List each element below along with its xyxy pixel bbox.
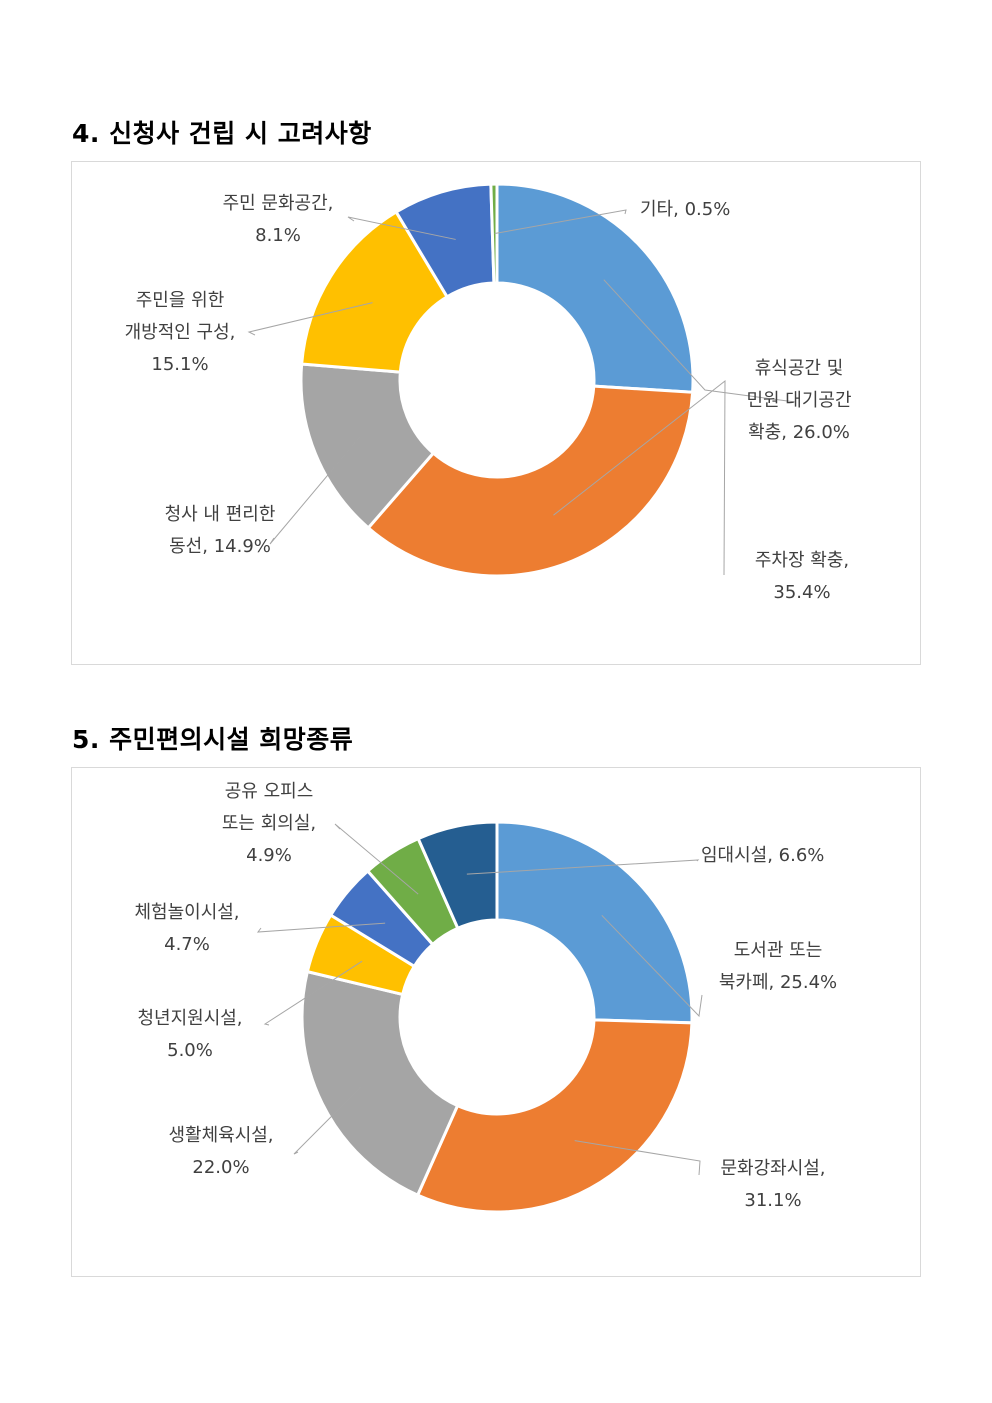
section-5-heading: 5. 주민편의시설 희망종류: [72, 725, 354, 754]
chart-1-slice-6: [489, 182, 499, 285]
chart-1-leader-1: [603, 279, 796, 403]
chart-1-label-2: 주차장 확충, 35.4%: [755, 550, 849, 603]
chart-2-label-4-line-2: 5.0%: [167, 1040, 213, 1061]
chart-2-label-7-line-1: 임대시설, 6.6%: [701, 845, 824, 866]
chart-1-label-6: 기타, 0.5%: [640, 199, 730, 220]
chart-2-label-6-line-1: 공유 오피스: [225, 781, 314, 802]
chart-2-label-7: 임대시설, 6.6%: [701, 845, 824, 866]
chart-2-label-2: 문화강좌시설, 31.1%: [720, 1158, 825, 1211]
chart-1-label-4-line-1: 주민을 위한: [136, 290, 225, 311]
chart-1-label-1-line-1: 휴식공간 및: [755, 358, 844, 379]
chart-2-label-4: 청년지원시설, 5.0%: [137, 1008, 242, 1061]
chart-1-label-3-line-1: 청사 내 편리한: [165, 504, 276, 525]
chart-1-leader-5: [347, 216, 456, 240]
chart-1-label-6-line-1: 기타, 0.5%: [640, 199, 730, 220]
chart-2-label-2-line-1: 문화강좌시설,: [720, 1158, 825, 1179]
chart-2-leader-1: [601, 914, 703, 1018]
chart-2-label-3: 생활체육시설, 22.0%: [168, 1125, 273, 1178]
chart-1-leader-4: [247, 302, 373, 336]
chart-2-label-2-line-2: 31.1%: [744, 1190, 801, 1211]
chart-1-slice-2: [366, 384, 695, 578]
chart-2-label-4-line-1: 청년지원시설,: [137, 1008, 242, 1029]
chart-1-label-1-line-3: 확충, 26.0%: [748, 422, 850, 443]
chart-1-label-5: 주민 문화공간, 8.1%: [223, 193, 334, 246]
chart-2-slice-1: [495, 820, 694, 1025]
chart-2-leader-7: [466, 859, 700, 875]
chart-2-slice-3: [300, 969, 460, 1198]
chart-2-label-1-line-1: 도서관 또는: [734, 940, 823, 961]
chart-1-leader-2: [553, 379, 726, 576]
chart-2-leader-3: [293, 1081, 367, 1155]
chart-2-label-5-line-1: 체험놀이시설,: [134, 902, 239, 923]
chart-2-leader-4: [263, 960, 363, 1026]
chart-1-label-2-line-1: 주차장 확충,: [755, 550, 849, 571]
chart-1-slice-1: [495, 182, 695, 394]
chart-1-label-1-line-2: 민원 대기공간: [746, 390, 851, 411]
chart-1-label-4-line-3: 15.1%: [151, 354, 208, 375]
chart-1-leader-3: [269, 434, 362, 545]
chart-1-label-2-line-2: 35.4%: [773, 582, 830, 603]
chart-2-label-1-line-2: 북카페, 25.4%: [719, 972, 837, 993]
chart-1-label-4-line-2: 개방적인 구성,: [125, 322, 236, 343]
chart-1-leader-6: [494, 209, 627, 235]
section-4-heading: 4. 신청사 건립 시 고려사항: [72, 119, 372, 148]
chart-2-label-6-line-2: 또는 회의실,: [222, 813, 316, 834]
chart-2-leader-5: [256, 922, 386, 933]
chart-2-label-5: 체험놀이시설, 4.7%: [134, 902, 239, 955]
chart-2-label-5-line-2: 4.7%: [164, 934, 210, 955]
chart-2-label-3-line-2: 22.0%: [192, 1157, 249, 1178]
chart-1-label-5-line-2: 8.1%: [255, 225, 301, 246]
chart-1-label-5-line-1: 주민 문화공간,: [223, 193, 334, 214]
chart-2-label-6-line-3: 4.9%: [246, 845, 292, 866]
chart-2-leader-6: [334, 823, 419, 895]
chart-2-slice-2: [415, 1018, 694, 1214]
chart-1-label-3-line-2: 동선, 14.9%: [169, 536, 271, 557]
chart-2-label-3-line-1: 생활체육시설,: [168, 1125, 273, 1146]
chart-2-leader-2: [574, 1140, 701, 1176]
chart-2-slice-7: [416, 820, 499, 931]
